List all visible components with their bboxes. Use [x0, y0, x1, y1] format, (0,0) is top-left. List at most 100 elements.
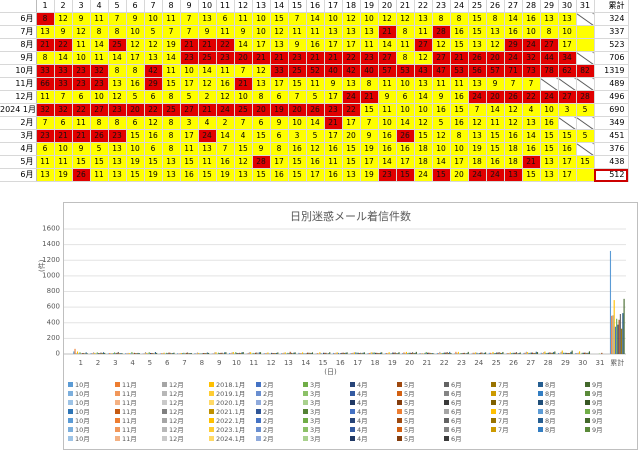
day-cell[interactable]: 12 [396, 12, 415, 26]
day-cell[interactable]: 13 [360, 25, 379, 39]
day-cell[interactable]: 10 [180, 64, 199, 78]
day-cell[interactable]: 27 [414, 38, 433, 52]
day-cell[interactable]: 26 [396, 129, 415, 143]
day-cell[interactable]: 10 [414, 103, 433, 117]
day-cell[interactable]: 18 [414, 155, 433, 169]
day-cell[interactable]: 23 [324, 103, 343, 117]
day-cell[interactable]: 14 [162, 51, 181, 65]
day-cell[interactable]: 16 [540, 116, 559, 130]
day-cell[interactable]: 13 [108, 168, 127, 182]
day-cell[interactable]: 9 [432, 90, 451, 104]
day-cell[interactable]: 12 [504, 116, 523, 130]
day-cell[interactable]: 28 [432, 25, 451, 39]
day-cell[interactable]: 16 [432, 103, 451, 117]
day-cell[interactable]: 21 [180, 38, 199, 52]
day-cell[interactable]: 20 [288, 103, 307, 117]
day-cell[interactable]: 17 [558, 155, 577, 169]
month-total[interactable]: 349 [593, 116, 629, 130]
day-cell[interactable]: 17 [396, 155, 415, 169]
day-cell[interactable]: 14 [306, 116, 325, 130]
day-cell[interactable]: 27 [540, 38, 559, 52]
day-cell[interactable]: 11 [234, 12, 253, 26]
day-cell[interactable]: 8 [540, 25, 559, 39]
day-cell[interactable]: 16 [450, 116, 469, 130]
day-cell[interactable]: 17 [180, 129, 199, 143]
day-cell[interactable]: 22 [522, 90, 541, 104]
day-cell[interactable] [576, 38, 595, 52]
month-total[interactable]: 690 [593, 103, 629, 117]
day-cell[interactable]: 17 [360, 155, 379, 169]
day-cell[interactable]: 14 [90, 38, 109, 52]
day-cell[interactable]: 19 [126, 155, 145, 169]
day-cell[interactable]: 23 [72, 77, 91, 91]
day-cell[interactable]: 11 [90, 51, 109, 65]
day-cell[interactable] [558, 116, 577, 130]
day-cell[interactable]: 7 [360, 116, 379, 130]
day-cell[interactable]: 11 [450, 77, 469, 91]
day-cell[interactable]: 11 [360, 38, 379, 52]
day-cell[interactable]: 19 [216, 168, 235, 182]
day-cell[interactable]: 17 [342, 116, 361, 130]
day-cell[interactable]: 16 [216, 155, 235, 169]
day-cell[interactable]: 5 [180, 90, 199, 104]
day-cell[interactable]: 9 [486, 77, 505, 91]
day-cell[interactable]: 12 [54, 12, 73, 26]
day-cell[interactable]: 28 [252, 155, 271, 169]
day-cell[interactable]: 10 [522, 25, 541, 39]
day-cell[interactable]: 13 [36, 168, 55, 182]
day-cell[interactable]: 9 [234, 25, 253, 39]
day-cell[interactable]: 25 [162, 103, 181, 117]
day-cell[interactable]: 53 [396, 64, 415, 78]
day-cell[interactable]: 14 [378, 38, 397, 52]
day-cell[interactable]: 15 [342, 155, 361, 169]
day-cell[interactable]: 5 [306, 90, 325, 104]
day-cell[interactable]: 32 [54, 103, 73, 117]
day-cell[interactable]: 13 [540, 155, 559, 169]
day-cell[interactable]: 22 [144, 103, 163, 117]
day-cell[interactable]: 12 [72, 25, 91, 39]
day-cell[interactable]: 16 [324, 168, 343, 182]
day-cell[interactable]: 26 [306, 103, 325, 117]
day-cell[interactable]: 17 [324, 90, 343, 104]
day-cell[interactable]: 17 [270, 155, 289, 169]
day-cell[interactable]: 21 [36, 38, 55, 52]
day-cell[interactable]: 19 [162, 38, 181, 52]
day-cell[interactable]: 11 [216, 64, 235, 78]
day-cell[interactable]: 15 [414, 129, 433, 143]
day-cell[interactable]: 16 [396, 142, 415, 156]
day-cell[interactable]: 13 [36, 25, 55, 39]
day-cell[interactable]: 21 [252, 51, 271, 65]
day-cell[interactable]: 6 [54, 116, 73, 130]
day-cell[interactable]: 13 [486, 25, 505, 39]
day-cell[interactable]: 11 [162, 64, 181, 78]
day-cell[interactable]: 17 [180, 77, 199, 91]
day-cell[interactable]: 17 [558, 38, 577, 52]
day-cell[interactable]: 6 [144, 90, 163, 104]
day-cell[interactable]: 33 [270, 64, 289, 78]
day-cell[interactable]: 19 [360, 142, 379, 156]
day-cell[interactable]: 15 [540, 129, 559, 143]
day-cell[interactable]: 66 [36, 77, 55, 91]
day-cell[interactable]: 21 [54, 129, 73, 143]
day-cell[interactable]: 19 [468, 142, 487, 156]
day-cell[interactable]: 24 [468, 90, 487, 104]
day-cell[interactable]: 26 [504, 90, 523, 104]
day-cell[interactable]: 14 [486, 103, 505, 117]
day-cell[interactable]: 17 [558, 168, 577, 182]
day-cell[interactable]: 16 [144, 129, 163, 143]
day-cell[interactable]: 5 [144, 25, 163, 39]
day-cell[interactable]: 21 [306, 51, 325, 65]
day-cell[interactable]: 17 [270, 77, 289, 91]
day-cell[interactable]: 17 [450, 155, 469, 169]
day-cell[interactable]: 14 [306, 12, 325, 26]
day-cell[interactable]: 23 [108, 103, 127, 117]
day-cell[interactable]: 15 [522, 168, 541, 182]
day-cell[interactable]: 24 [540, 90, 559, 104]
day-cell[interactable]: 14 [234, 38, 253, 52]
day-cell[interactable]: 20 [126, 103, 145, 117]
day-cell[interactable]: 12 [198, 77, 217, 91]
day-cell[interactable]: 12 [306, 142, 325, 156]
day-cell[interactable]: 13 [252, 77, 271, 91]
day-cell[interactable]: 15 [450, 38, 469, 52]
day-cell[interactable]: 19 [360, 168, 379, 182]
